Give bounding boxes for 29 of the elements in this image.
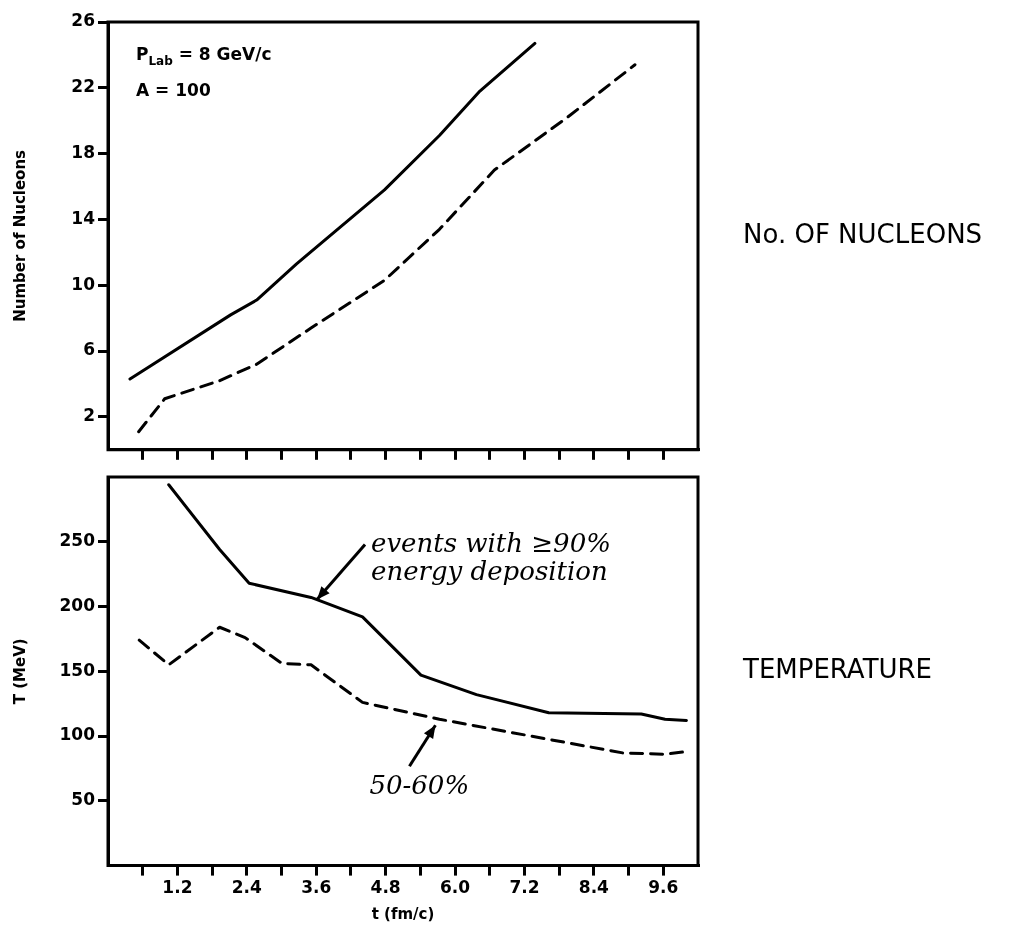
y-tick-label: 22: [71, 76, 95, 97]
y-tick-label: 250: [59, 530, 96, 551]
y-axis-title: T (MeV): [10, 638, 29, 705]
y-tick-label: 150: [59, 659, 96, 680]
y-tick-label: 14: [71, 207, 96, 228]
x-tick-label: 3.6: [301, 877, 332, 898]
x-tick-label: 2.4: [231, 877, 263, 898]
y-tick-label: 18: [71, 142, 95, 163]
y-tick-label: 100: [59, 724, 96, 745]
y-tick-label: 26: [71, 10, 95, 31]
x-tick-label: 1.2: [162, 877, 193, 898]
annotation: 50-60%: [369, 770, 470, 801]
y-tick-label: 6: [83, 339, 95, 360]
line-series: [137, 63, 637, 434]
x-tick-label: 8.4: [578, 877, 610, 898]
annotation: events with ≥90% energy deposition: [371, 528, 611, 587]
y-axis-title: Number of Nucleons: [10, 149, 29, 322]
x-tick-label: 7.2: [509, 877, 540, 898]
x-axis-title: t (fm/c): [371, 904, 435, 923]
x-tick-label: 9.6: [648, 877, 679, 898]
annotation: A = 100: [136, 80, 211, 100]
x-tick-label: 6.0: [440, 877, 471, 898]
y-tick-label: 200: [59, 594, 96, 615]
y-tick-label: 2: [83, 405, 95, 426]
x-tick-label: 4.8: [370, 877, 401, 898]
y-tick-label: 50: [71, 789, 96, 810]
y-tick-label: 10: [71, 273, 96, 294]
y2-axis-title: No. OF NUCLEONS: [743, 218, 983, 249]
y2-axis-title: TEMPERATURE: [742, 654, 933, 685]
